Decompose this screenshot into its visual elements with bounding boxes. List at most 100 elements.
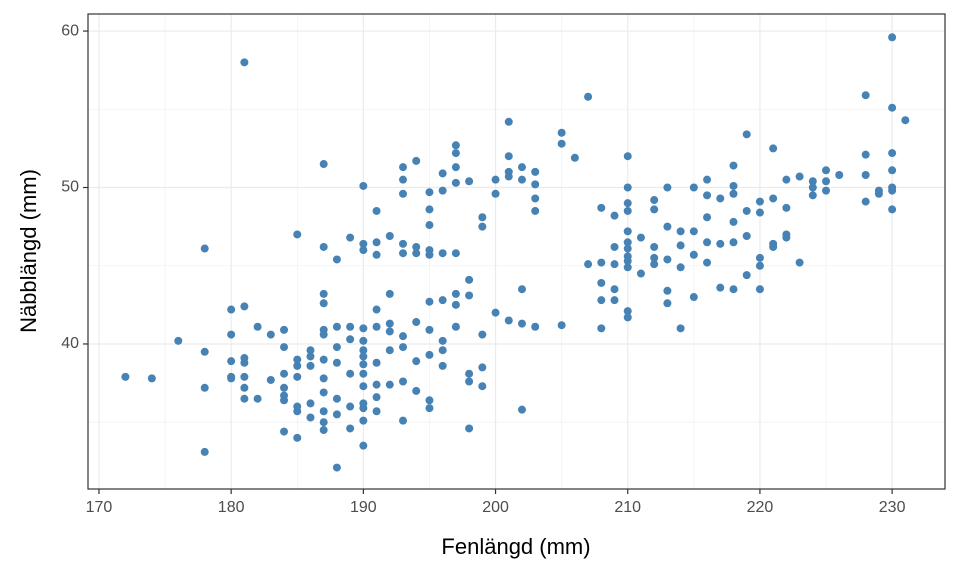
point	[689, 250, 698, 259]
point	[227, 330, 236, 339]
point	[399, 175, 408, 184]
point	[293, 372, 302, 381]
point	[742, 271, 751, 280]
point	[623, 257, 632, 266]
point	[478, 213, 487, 222]
panel-border	[87, 13, 946, 490]
point	[306, 346, 315, 355]
point	[227, 374, 236, 383]
point	[742, 206, 751, 215]
point	[703, 213, 712, 222]
point	[359, 246, 368, 255]
point	[399, 377, 408, 386]
point	[425, 350, 434, 359]
point	[557, 128, 566, 137]
point	[372, 206, 381, 215]
point	[200, 244, 209, 253]
point	[769, 194, 778, 203]
point	[425, 396, 434, 405]
point	[438, 186, 447, 195]
point	[716, 239, 725, 248]
point	[412, 386, 421, 395]
point	[346, 335, 355, 344]
x-axis-title: Fenlängd (mm)	[441, 534, 590, 559]
point	[861, 170, 870, 179]
point	[359, 239, 368, 248]
point	[491, 175, 500, 184]
point	[623, 313, 632, 322]
point	[478, 330, 487, 339]
point	[610, 285, 619, 294]
point	[425, 221, 434, 230]
point	[293, 433, 302, 442]
point	[346, 233, 355, 242]
point	[769, 242, 778, 251]
point	[293, 230, 302, 239]
point	[240, 372, 249, 381]
y-tick-label: 50	[61, 179, 79, 196]
point	[319, 418, 328, 427]
point	[372, 250, 381, 259]
point	[451, 300, 460, 309]
point	[147, 374, 156, 383]
point	[689, 183, 698, 192]
point	[610, 296, 619, 305]
point	[729, 238, 738, 247]
y-axis-title: Näbblängd (mm)	[16, 169, 41, 333]
point	[399, 332, 408, 341]
point	[465, 291, 474, 300]
point	[451, 249, 460, 258]
point	[412, 242, 421, 251]
point	[531, 322, 540, 331]
point	[399, 239, 408, 248]
point	[253, 322, 262, 331]
point	[623, 238, 632, 247]
point	[623, 183, 632, 192]
point	[438, 361, 447, 370]
point	[319, 160, 328, 169]
point	[372, 238, 381, 247]
point	[451, 322, 460, 331]
point	[385, 289, 394, 298]
point	[412, 357, 421, 366]
x-tick-label: 170	[86, 499, 113, 516]
point	[663, 286, 672, 295]
point	[663, 255, 672, 264]
point	[412, 318, 421, 327]
point	[835, 170, 844, 179]
point	[478, 363, 487, 372]
point	[399, 189, 408, 198]
point	[174, 336, 183, 345]
point	[359, 369, 368, 378]
point	[888, 33, 897, 42]
point	[425, 205, 434, 214]
point	[372, 393, 381, 402]
point	[584, 260, 593, 269]
point	[755, 197, 764, 206]
point	[663, 183, 672, 192]
point	[650, 196, 659, 205]
x-tick-label: 210	[614, 499, 641, 516]
point	[359, 382, 368, 391]
point	[888, 103, 897, 112]
point	[227, 357, 236, 366]
point	[517, 285, 526, 294]
point	[332, 343, 341, 352]
x-tick-label: 190	[350, 499, 377, 516]
point	[623, 206, 632, 215]
point	[399, 416, 408, 425]
point	[504, 152, 513, 161]
point	[597, 296, 606, 305]
point	[623, 244, 632, 253]
point	[623, 199, 632, 208]
point	[332, 463, 341, 472]
point	[399, 163, 408, 172]
point	[623, 307, 632, 316]
point	[517, 405, 526, 414]
point	[465, 424, 474, 433]
point	[729, 189, 738, 198]
point	[689, 227, 698, 236]
point	[597, 324, 606, 333]
point	[399, 249, 408, 258]
point	[280, 325, 289, 334]
